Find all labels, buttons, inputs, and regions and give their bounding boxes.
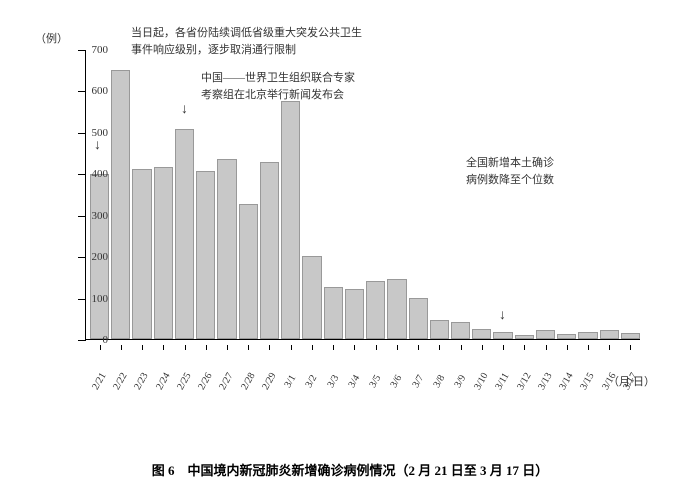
x-tick-label: 3/11: [493, 370, 512, 392]
chart-container: （例） 当日起，各省份陆续调低省级重大突发公共卫生 事件响应级别，逐步取消通行限…: [30, 20, 670, 400]
bar: [175, 129, 194, 339]
bar: [451, 322, 470, 339]
bar: [493, 332, 512, 339]
y-tick-label: 500: [73, 127, 108, 139]
bar: [132, 169, 151, 339]
x-tick-label: 3/3: [323, 370, 342, 392]
bar: [324, 287, 343, 339]
bar: [409, 298, 428, 339]
x-tick-label: 3/8: [430, 370, 449, 392]
bar: [281, 101, 300, 339]
x-axis-unit: （月/日）: [608, 373, 655, 389]
x-tick-label: 3/1: [281, 370, 300, 392]
x-tick-label: 3/5: [366, 370, 385, 392]
x-tick-label: 3/14: [557, 370, 576, 392]
bars-group: [86, 50, 640, 339]
bar: [472, 329, 491, 339]
y-tick-label: 200: [73, 251, 108, 263]
x-tick-label: 2/26: [196, 370, 215, 392]
x-tick-label: 3/6: [387, 370, 406, 392]
x-tick-label: 3/12: [514, 370, 533, 392]
bar: [536, 330, 555, 339]
y-axis-unit: （例）: [35, 30, 68, 46]
bar: [515, 335, 534, 339]
bar: [578, 332, 597, 339]
annotation-1-line1: 当日起，各省份陆续调低省级重大突发公共卫生: [131, 25, 362, 42]
bar: [196, 171, 215, 339]
bar: [217, 159, 236, 339]
y-tick-label: 0: [73, 334, 108, 346]
x-tick-label: 2/21: [90, 370, 109, 392]
x-tick-label: 3/10: [472, 370, 491, 392]
x-tick-label: 2/25: [175, 370, 194, 392]
bar: [621, 333, 640, 339]
x-tick-label: 2/28: [238, 370, 257, 392]
y-tick-label: 100: [73, 293, 108, 305]
bar: [430, 320, 449, 339]
x-tick-label: 2/23: [132, 370, 151, 392]
y-tick-label: 600: [73, 85, 108, 97]
x-tick-label: 3/2: [302, 370, 321, 392]
bar: [111, 70, 130, 339]
x-tick-label: 2/27: [217, 370, 236, 392]
bar: [345, 289, 364, 339]
bar: [239, 204, 258, 339]
plot-area: 当日起，各省份陆续调低省级重大突发公共卫生 事件响应级别，逐步取消通行限制 ↓ …: [85, 50, 640, 340]
bar: [557, 334, 576, 339]
x-tick-label: 3/7: [408, 370, 427, 392]
bar: [260, 162, 279, 339]
figure-caption: 图 6 中国境内新冠肺炎新增确诊病例情况（2 月 21 日至 3 月 17 日）: [30, 460, 670, 479]
y-tick-label: 300: [73, 210, 108, 222]
x-tick-label: 3/4: [345, 370, 364, 392]
x-tick-label: 2/22: [111, 370, 130, 392]
y-tick-label: 400: [73, 168, 108, 180]
x-tick-label: 2/24: [154, 370, 173, 392]
y-tick-label: 700: [73, 44, 108, 56]
x-labels-group: 2/212/222/232/242/252/262/272/282/293/13…: [90, 370, 640, 381]
bar: [366, 281, 385, 339]
bar: [154, 167, 173, 339]
bar: [387, 279, 406, 339]
bar: [302, 256, 321, 339]
x-tick-label: 2/29: [260, 370, 279, 392]
x-tick-label: 3/9: [451, 370, 470, 392]
x-tick-label: 3/15: [578, 370, 597, 392]
bar: [600, 330, 619, 339]
x-tick-label: 3/13: [536, 370, 555, 392]
